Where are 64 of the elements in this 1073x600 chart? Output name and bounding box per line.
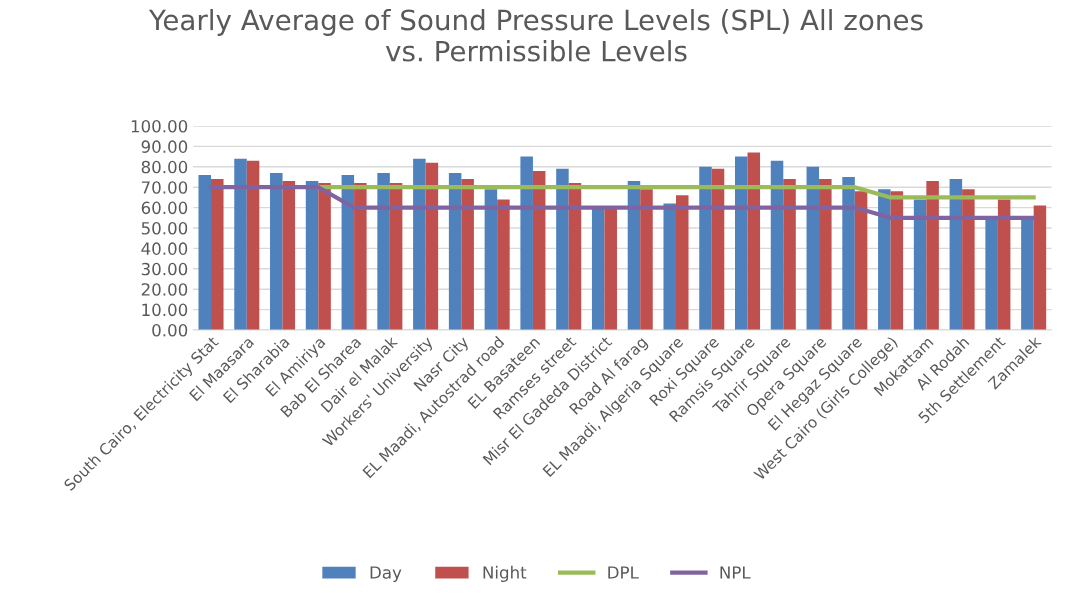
bar: [377, 172, 390, 330]
y-tick-label: 20.00: [141, 283, 188, 296]
legend-label: Day: [370, 566, 402, 582]
bar: [890, 191, 904, 330]
bar: [282, 181, 296, 330]
bar: [878, 189, 891, 330]
bar: [305, 181, 319, 330]
bar: [246, 160, 260, 330]
bar: [497, 199, 510, 330]
bar: [604, 207, 617, 330]
bar: [806, 166, 820, 330]
bar: [198, 174, 212, 330]
bar: [985, 217, 998, 330]
y-tick-label: 40.00: [141, 242, 188, 255]
bar: [461, 179, 474, 330]
bar: [1033, 205, 1047, 330]
bar: [270, 172, 283, 330]
bar: [949, 179, 963, 330]
bar: [819, 179, 832, 330]
bar: [425, 162, 439, 330]
bar: [913, 199, 927, 330]
bar: [711, 168, 725, 330]
y-tick-label: 50.00: [141, 221, 188, 235]
y-tick-label: 30.00: [141, 262, 188, 276]
bar: [747, 152, 761, 330]
bar: [591, 207, 605, 330]
bar: [234, 158, 247, 330]
chart-title: Yearly Average of Sound Pressure Levels (SPL) All zones vs. Permissible Levels: [148, 9, 923, 62]
bar: [842, 177, 855, 330]
legend-label: DPL: [608, 566, 639, 579]
y-tick-label: 10.00: [142, 303, 188, 317]
bar: [663, 203, 676, 330]
bar: [997, 199, 1011, 330]
bar: [568, 183, 582, 330]
bar: [640, 189, 653, 330]
bar: [389, 183, 403, 330]
bar: [484, 189, 498, 330]
bar: [627, 181, 641, 330]
y-tick-label: 100.00: [131, 119, 188, 133]
bar: [413, 158, 426, 330]
bar: [520, 156, 533, 330]
bar: [783, 179, 796, 330]
bar: [318, 183, 331, 330]
legend-label: NPL: [720, 566, 751, 579]
y-tick-label: 60.00: [141, 201, 188, 215]
y-tick-label: 80.00: [141, 160, 188, 174]
bar: [735, 156, 748, 330]
bar: [699, 166, 712, 330]
y-tick-label: 70.00: [141, 181, 188, 194]
bar: [926, 181, 939, 330]
y-tick-label: 90.00: [141, 140, 188, 153]
bar: [854, 191, 868, 330]
bar: [675, 195, 689, 330]
bar: [556, 168, 569, 330]
legend-label: Night: [483, 565, 527, 582]
bar: [448, 172, 462, 330]
bar: [532, 170, 546, 330]
bar: [770, 160, 784, 330]
bar: [962, 189, 975, 330]
bar: [211, 179, 224, 330]
bar: [341, 174, 355, 330]
y-tick-label: 0.00: [152, 323, 188, 337]
bar: [354, 183, 367, 330]
bar: [1021, 217, 1034, 330]
